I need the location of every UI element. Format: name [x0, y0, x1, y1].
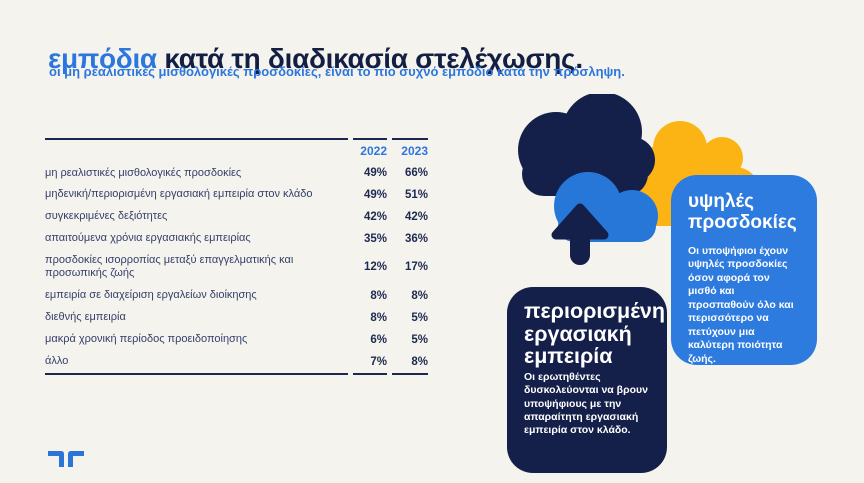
page-subtitle: οι μη ρεαλιστικές μισθολογικές προσδοκίε… — [49, 64, 625, 79]
row-label: διεθνής εμπειρία — [45, 311, 126, 324]
row-value-2022: 42% — [363, 210, 387, 223]
page-title-rest: κατά τη διαδικασία στελέχωσης. — [164, 42, 583, 74]
table-footer-line — [392, 372, 428, 377]
high-expectations-title: υψηλές προσδοκίες — [688, 191, 797, 233]
table-body: μη ρεαλιστικές μισθολογικές προσδοκίες 4… — [45, 162, 428, 373]
blue-cloud-icon — [554, 172, 658, 242]
limited-experience-card: περιορισμένη εργασιακή εμπειρία Οι ερωτη… — [507, 287, 667, 473]
table-row: απαιτούμενα χρόνια εργασιακής εμπειρίας … — [45, 228, 428, 250]
table-row: μηδενική/περιορισμένη εργασιακή εμπειρία… — [45, 184, 428, 206]
table-row: μη ρεαλιστικές μισθολογικές προσδοκίες 4… — [45, 162, 428, 184]
row-value-2022: 12% — [363, 261, 387, 274]
limited-experience-body: Οι ερωτηθέντες δυσκολεύονται να βρουν υπ… — [524, 370, 648, 437]
row-value-2023: 42% — [404, 210, 428, 223]
row-label: μη ρεαλιστικές μισθολογικές προσδοκίες — [45, 166, 242, 179]
row-value-2023: 8% — [411, 289, 428, 302]
column-header-2023: 2023 — [392, 138, 428, 162]
page-title: εμπόδια κατά τη διαδικασία στελέχωσης. — [48, 43, 583, 75]
table-footer-line — [353, 372, 387, 377]
table-row: άλλο 7% 8% — [45, 351, 428, 373]
row-value-2022: 8% — [370, 311, 387, 324]
row-value-2023: 51% — [404, 188, 428, 201]
table-footer-row — [45, 372, 428, 377]
row-label: άλλο — [45, 355, 69, 368]
page-title-accent: εμπόδια — [48, 42, 157, 74]
limited-experience-title: περιορισμένη εργασιακή εμπειρία — [524, 299, 665, 369]
row-value-2023: 17% — [404, 261, 428, 274]
row-value-2022: 49% — [363, 188, 387, 201]
row-value-2022: 49% — [363, 166, 387, 179]
row-value-2022: 8% — [370, 289, 387, 302]
high-expectations-body: Οι υποψήφιοι έχουν υψηλές προσδοκίες όσο… — [688, 245, 794, 365]
table-header-spacer — [45, 138, 348, 162]
table-row: συγκεκριμένες δεξιότητες 42% 42% — [45, 206, 428, 228]
upload-arrow-icon — [551, 203, 609, 265]
row-label: εμπειρία σε διαχείριση εργαλείων διοίκησ… — [45, 289, 257, 302]
row-value-2023: 8% — [411, 355, 428, 368]
table-footer-line — [45, 372, 348, 377]
row-value-2022: 6% — [370, 333, 387, 346]
randstad-logo-icon — [48, 451, 84, 467]
navy-cloud-icon — [518, 94, 655, 196]
high-expectations-card: υψηλές προσδοκίες Οι υποψήφιοι έχουν υψη… — [671, 175, 817, 365]
row-value-2023: 66% — [404, 166, 428, 179]
table-header-row: 2022 2023 — [45, 138, 428, 162]
table-row: διεθνής εμπειρία 8% 5% — [45, 307, 428, 329]
row-label: συγκεκριμένες δεξιότητες — [45, 210, 168, 223]
row-value-2022: 7% — [370, 355, 387, 368]
yellow-cloud-icon — [630, 121, 760, 226]
column-header-2022: 2022 — [353, 138, 387, 162]
row-value-2023: 36% — [404, 232, 428, 245]
table-row: εμπειρία σε διαχείριση εργαλείων διοίκησ… — [45, 285, 428, 307]
table-row: προσδοκίες ισορροπίας μεταξύ επαγγελματι… — [45, 250, 428, 285]
obstacles-table: 2022 2023 μη ρεαλιστικές μισθολογικές πρ… — [45, 138, 428, 377]
row-value-2022: 35% — [363, 232, 387, 245]
row-value-2023: 5% — [411, 311, 428, 324]
row-label: μηδενική/περιορισμένη εργασιακή εμπειρία… — [45, 188, 313, 201]
row-value-2023: 5% — [411, 333, 428, 346]
row-label: προσδοκίες ισορροπίας μεταξύ επαγγελματι… — [45, 254, 294, 280]
table-row: μακρά χρονική περίοδος προειδοποίησης 6%… — [45, 329, 428, 351]
row-label: απαιτούμενα χρόνια εργασιακής εμπειρίας — [45, 232, 251, 245]
row-label: μακρά χρονική περίοδος προειδοποίησης — [45, 333, 248, 346]
